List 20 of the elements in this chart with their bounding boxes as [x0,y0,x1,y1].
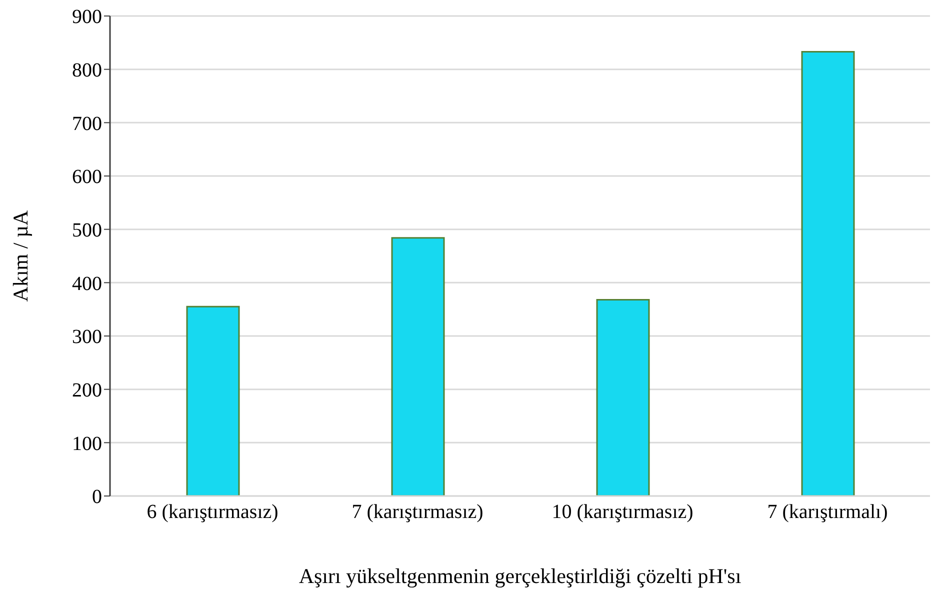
x-tick-label: 10 (karıştırmasız) [552,501,694,524]
x-tick-label: 7 (karıştırmasız) [352,501,484,524]
x-axis-title: Aşırı yükseltgenmenin gerçekleştirldiği çözelti pH'sı [298,564,742,588]
y-tick-label: 800 [72,59,102,82]
y-tick-label: 400 [72,272,102,295]
y-tick-label: 500 [72,219,102,242]
y-axis-title: Akım / µA [8,209,32,302]
y-tick-label: 700 [72,112,102,135]
bar [801,50,855,496]
bar [186,306,240,496]
y-tick-label: 300 [72,326,102,348]
y-tick-label: 600 [72,166,102,188]
y-tick-label: 100 [72,432,102,455]
bar [596,298,650,496]
bar [391,237,445,496]
x-tick-label: 7 (karıştırmalı) [767,501,888,524]
y-tick-label: 0 [92,486,102,508]
y-tick-label: 900 [72,6,102,28]
y-tick-label: 200 [72,379,102,402]
x-tick-label: 6 (karıştırmasız) [146,501,278,524]
